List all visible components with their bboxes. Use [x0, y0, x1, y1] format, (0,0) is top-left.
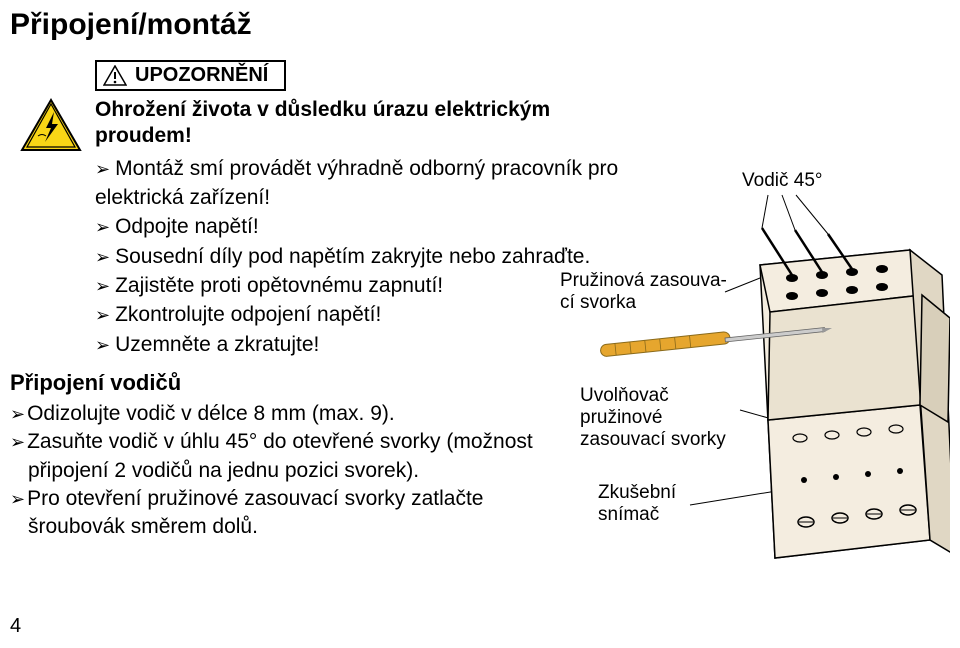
warning-bullet: Odpojte napětí!	[95, 212, 635, 241]
section2-title: Připojení vodičů	[10, 370, 550, 396]
warning-bullet-list: Montáž smí provádět výhradně odborný pra…	[95, 154, 635, 360]
connection-bullet: Pro otevření pružinové zasouvací svorky …	[10, 485, 550, 542]
caution-box: UPOZORNĚNÍ	[95, 60, 286, 91]
warning-block: UPOZORNĚNÍ Ohrožení života v důsledku úr…	[95, 60, 635, 359]
warning-bullet: Zajistěte proti opětovnému zapnutí!	[95, 271, 635, 300]
connection-section: Připojení vodičů Odizolujte vodič v délc…	[10, 370, 550, 542]
device-svg	[560, 170, 950, 600]
connection-bullet: Odizolujte vodič v délce 8 mm (max. 9).	[10, 400, 550, 428]
warning-bullet: Zkontrolujte odpojení napětí!	[95, 300, 635, 329]
warning-bullet: Uzemněte a zkratujte!	[95, 330, 635, 359]
device-diagram: Vodič 45° Pružinová zasouva­cí svorka Uv…	[560, 170, 950, 600]
warning-bullet: Sousední díly pod napětím zakryjte nebo …	[95, 242, 635, 271]
warning-heading: Ohrožení života v důsledku úrazu elektri…	[95, 97, 635, 150]
warning-triangle-icon	[103, 65, 127, 86]
page-title: Připojení/montáž	[0, 0, 960, 42]
page-number: 4	[10, 615, 21, 638]
connection-bullet: Zasuňte vodič v úhlu 45° do otevřené svo…	[10, 428, 550, 485]
connection-bullet-list: Odizolujte vodič v délce 8 mm (max. 9). …	[10, 400, 550, 542]
caution-label: UPOZORNĚNÍ	[135, 64, 268, 87]
electrical-hazard-icon	[20, 98, 82, 153]
warning-bullet: Montáž smí provádět výhradně odborný pra…	[95, 154, 635, 213]
